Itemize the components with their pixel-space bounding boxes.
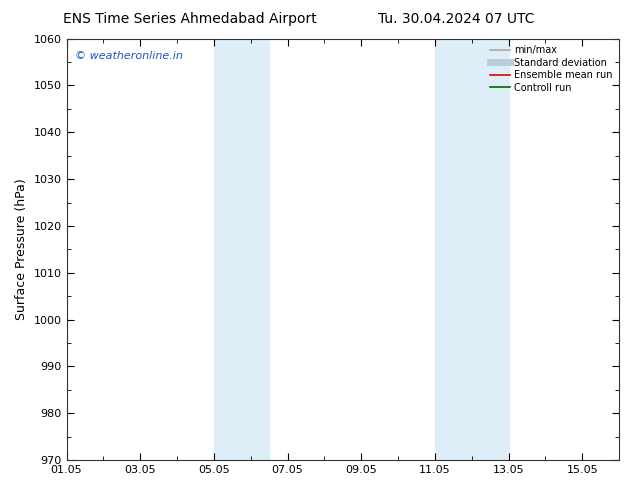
Text: Tu. 30.04.2024 07 UTC: Tu. 30.04.2024 07 UTC [378,12,534,26]
Text: © weatheronline.in: © weatheronline.in [75,51,183,61]
Legend: min/max, Standard deviation, Ensemble mean run, Controll run: min/max, Standard deviation, Ensemble me… [488,44,614,95]
Bar [214,39,269,460]
Y-axis label: Surface Pressure (hPa): Surface Pressure (hPa) [15,178,28,320]
Bar [435,39,508,460]
Text: ENS Time Series Ahmedabad Airport: ENS Time Series Ahmedabad Airport [63,12,317,26]
